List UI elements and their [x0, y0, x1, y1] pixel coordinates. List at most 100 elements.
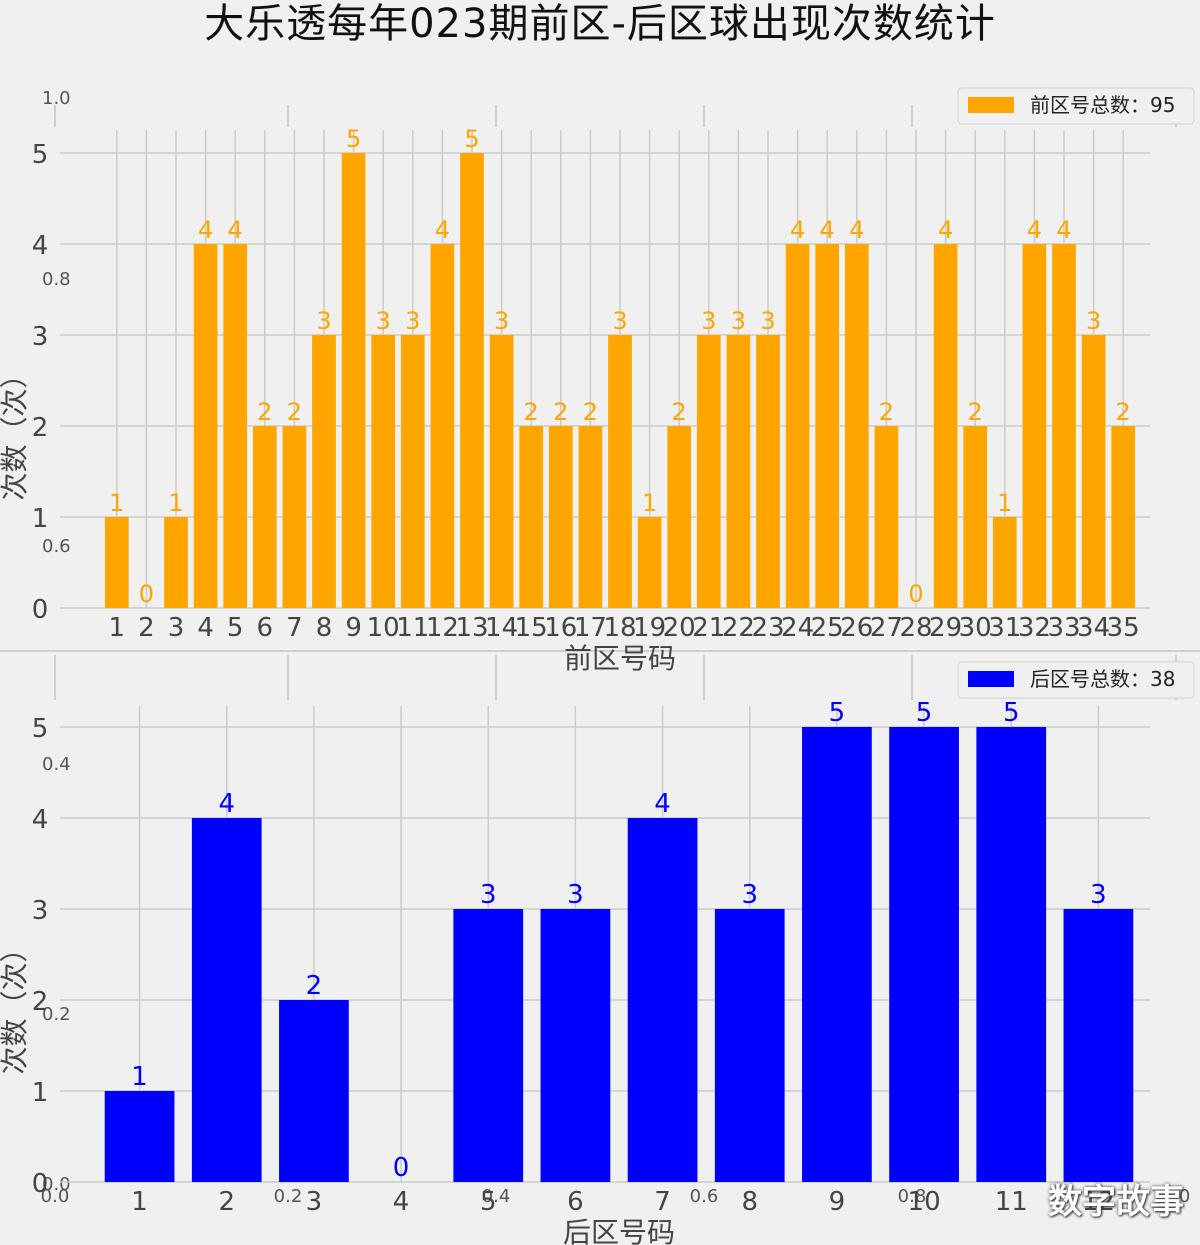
x-tick-label: 27 — [870, 613, 903, 643]
bar — [844, 244, 869, 608]
x-tick-label: 23 — [751, 613, 784, 643]
x-tick-label: 12 — [1082, 1187, 1115, 1217]
bar — [756, 335, 780, 608]
bar-value-label: 1 — [997, 489, 1012, 517]
bar — [578, 426, 603, 608]
bar — [667, 426, 692, 608]
x-tick-label: 29 — [929, 613, 962, 643]
y-tick-label: 3 — [32, 322, 49, 352]
bar-value-label: 5 — [916, 698, 933, 728]
overlay-x-tick-label: 0.4 — [482, 1186, 511, 1207]
bar-value-label: 4 — [228, 216, 243, 244]
overlay-x-tick-label: 0.6 — [690, 1186, 719, 1207]
bar — [548, 426, 573, 608]
bar-value-label: 3 — [701, 307, 716, 335]
x-tick-label: 12 — [426, 613, 459, 643]
y-tick-label: 2 — [32, 987, 49, 1017]
bar — [726, 335, 751, 608]
bar — [815, 244, 840, 608]
x-tick-label: 22 — [722, 613, 755, 643]
bar-value-label: 3 — [567, 880, 584, 910]
overlay-x-tick-label: 0.8 — [898, 1186, 927, 1207]
bar-value-label: 3 — [376, 307, 391, 335]
bar — [279, 1000, 349, 1182]
bar — [608, 335, 632, 608]
x-tick-label: 1 — [109, 613, 126, 643]
bar — [1022, 244, 1047, 608]
bar — [371, 335, 396, 608]
legend-label: 前区号总数：95 — [1030, 93, 1175, 117]
bar — [874, 426, 899, 608]
legend-label: 后区号总数：38 — [1030, 667, 1175, 691]
bar-value-label: 1 — [109, 489, 124, 517]
overlay-x-tick-label: 0.2 — [274, 1186, 303, 1207]
x-axis-label: 后区号码 — [563, 1216, 675, 1245]
bar — [976, 727, 1047, 1182]
x-tick-label: 10 — [367, 613, 400, 643]
x-tick-label: 20 — [663, 613, 696, 643]
bar — [104, 517, 129, 608]
bar-value-label: 3 — [405, 307, 420, 335]
bar-value-label: 5 — [829, 698, 846, 728]
x-tick-label: 14 — [485, 613, 518, 643]
bar — [1111, 426, 1136, 608]
bar-value-label: 0 — [908, 580, 923, 608]
bar — [191, 818, 262, 1182]
bar-value-label: 1 — [168, 489, 183, 517]
x-tick-label: 5 — [480, 1187, 497, 1217]
bar-value-label: 3 — [1086, 307, 1101, 335]
bar — [193, 244, 218, 608]
bar-value-label: 3 — [494, 307, 509, 335]
x-tick-label: 6 — [257, 613, 274, 643]
bar — [341, 153, 366, 608]
y-tick-label: 1 — [32, 504, 49, 534]
x-tick-label: 1 — [131, 1187, 148, 1217]
bar — [104, 1091, 175, 1182]
bar-value-label: 2 — [287, 398, 302, 426]
bar-value-label: 4 — [1027, 216, 1042, 244]
bar — [312, 335, 336, 608]
x-tick-label: 33 — [1047, 613, 1080, 643]
y-axis-label: 次数（次） — [0, 360, 31, 500]
watermark: 数字故事 — [1048, 1182, 1184, 1222]
bar — [802, 727, 872, 1182]
x-axis-label: 前区号码 — [564, 642, 676, 675]
x-tick-label: 3 — [168, 613, 185, 643]
x-tick-label: 30 — [959, 613, 992, 643]
bar-value-label: 3 — [741, 880, 758, 910]
legend-box — [957, 661, 1195, 699]
y-tick-label: 2 — [32, 413, 49, 443]
bar-value-label: 2 — [583, 398, 598, 426]
front-zone-chart: 0123451102134445262738593103114125133142… — [0, 87, 1195, 675]
chart-title: 大乐透每年023期前区-后区球出现次数统计 — [204, 1, 996, 47]
bar-value-label: 3 — [731, 307, 746, 335]
bar-value-label: 3 — [760, 307, 775, 335]
x-tick-label: 24 — [781, 613, 814, 643]
x-tick-label: 17 — [574, 613, 607, 643]
bar — [1081, 335, 1106, 608]
bar — [696, 335, 721, 608]
bar-value-label: 5 — [464, 125, 479, 153]
overlay-y-tick-label: 0.6 — [42, 536, 71, 557]
legend-swatch — [968, 671, 1014, 687]
x-tick-label: 6 — [567, 1187, 584, 1217]
bar-value-label: 2 — [968, 398, 983, 426]
bar-value-label: 2 — [672, 398, 687, 426]
x-tick-label: 2 — [218, 1187, 235, 1217]
bar — [540, 909, 611, 1182]
bar-value-label: 5 — [346, 125, 361, 153]
overlay-y-tick-label: 0.4 — [42, 754, 71, 775]
x-tick-label: 26 — [840, 613, 873, 643]
y-tick-label: 0 — [32, 595, 49, 625]
bar — [627, 818, 698, 1182]
bar-value-label: 2 — [257, 398, 272, 426]
bar — [785, 244, 810, 608]
bar — [282, 426, 307, 608]
y-tick-label: 3 — [32, 896, 49, 926]
x-tick-label: 9 — [829, 1187, 846, 1217]
bar-value-label: 4 — [790, 216, 805, 244]
x-tick-label: 5 — [227, 613, 244, 643]
bar-value-label: 1 — [131, 1062, 148, 1092]
overlay-x-tick-label: 0.0 — [41, 1186, 70, 1207]
